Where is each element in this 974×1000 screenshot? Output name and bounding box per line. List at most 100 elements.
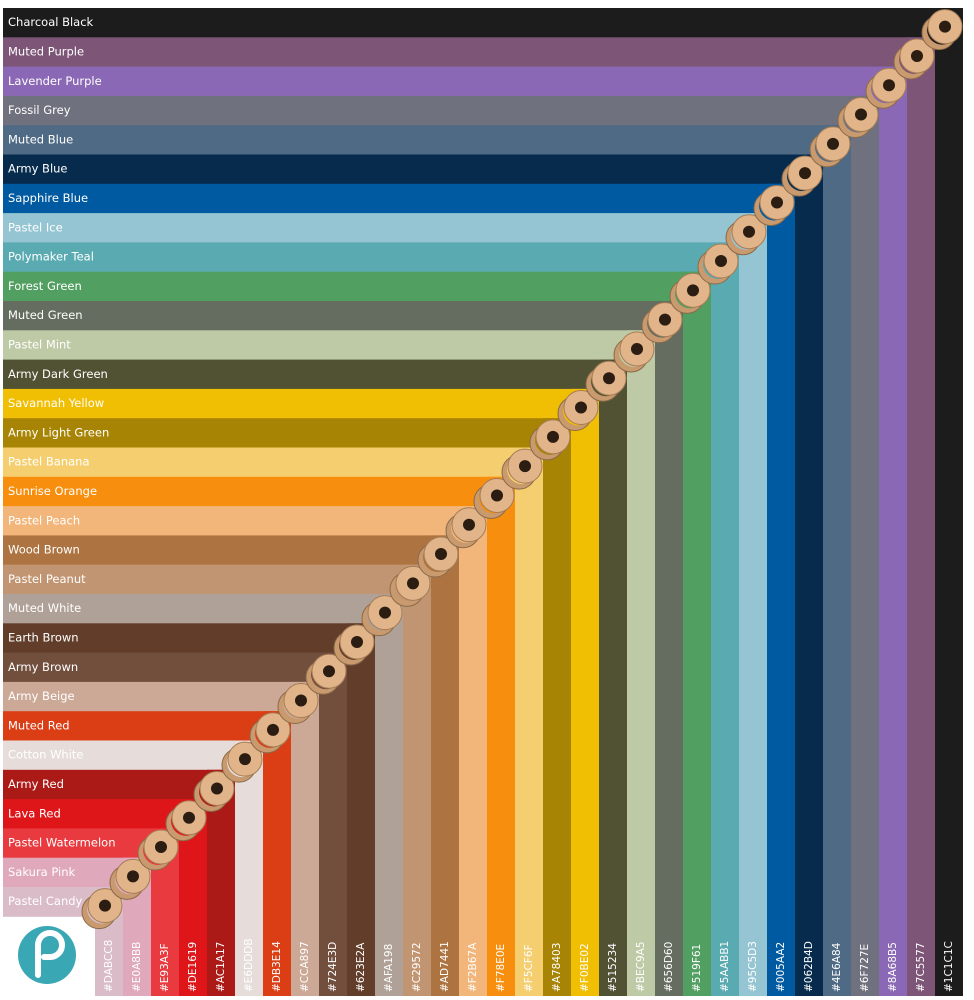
spool-hub [463, 518, 475, 531]
color-name: Army Brown [8, 660, 78, 674]
color-name: Lavender Purple [8, 74, 102, 88]
row-band [3, 740, 263, 771]
color-hex: #656D60 [663, 942, 675, 992]
spool-hub [323, 665, 335, 678]
spool-hub [183, 811, 195, 824]
spool [865, 67, 907, 109]
column-band [487, 476, 515, 996]
spool-hub [267, 723, 279, 736]
row-band [3, 359, 627, 390]
spool [473, 477, 515, 519]
spool-hub [547, 430, 559, 443]
spool [893, 38, 935, 80]
spool [417, 536, 459, 578]
spool-hub [575, 401, 587, 414]
color-hex: #BEC9A5 [635, 941, 647, 992]
spool-hub [743, 225, 755, 238]
color-hex: #AC1A17 [215, 942, 227, 992]
spool-hub [379, 606, 391, 619]
color-name: Army Blue [8, 162, 68, 176]
color-hex: #8A68B5 [887, 942, 899, 992]
column-band [907, 37, 935, 997]
row-band [3, 271, 711, 302]
spool [137, 829, 179, 871]
spool [81, 888, 123, 930]
column-band [879, 66, 907, 997]
color-name: Army Dark Green [8, 367, 108, 381]
spool [809, 126, 851, 168]
color-name: Pastel Candy [8, 894, 83, 908]
spool-hub [659, 313, 671, 326]
color-hex: #623E2A [355, 942, 367, 992]
spool-hub [827, 137, 839, 150]
color-name: Pastel Mint [8, 337, 71, 351]
color-name: Pastel Ice [8, 220, 63, 234]
spool-hub [519, 460, 531, 473]
color-name: Fossil Grey [8, 103, 71, 117]
color-name: Sapphire Blue [8, 191, 88, 205]
spool [585, 360, 627, 402]
color-hex: #DABCC8 [103, 940, 115, 992]
row-band [3, 213, 767, 243]
spool-hub [939, 20, 951, 33]
spool-hub [855, 108, 867, 121]
color-name: Army Red [8, 777, 64, 791]
spool [501, 448, 543, 490]
color-hex: #E93A3F [159, 943, 171, 992]
color-name: Muted Purple [8, 44, 84, 58]
row-band [3, 594, 403, 624]
column-band [683, 271, 711, 996]
color-name: Savannah Yellow [8, 396, 104, 410]
color-name: Muted White [8, 601, 81, 615]
column-band [851, 95, 879, 996]
row-band [3, 37, 935, 68]
color-hex: #F78E0E [495, 944, 507, 992]
spool [697, 243, 739, 285]
spool [333, 624, 375, 666]
color-hex: #724E3D [327, 942, 339, 992]
row-band [3, 66, 907, 97]
row-band [3, 623, 375, 654]
color-name: Pastel Banana [8, 455, 90, 469]
color-hex: #515234 [607, 943, 619, 992]
spool [221, 741, 263, 783]
row-band [3, 564, 431, 595]
column-band [711, 242, 739, 996]
spool [193, 770, 235, 812]
column-band [571, 388, 599, 996]
row-band [3, 447, 543, 478]
spool-hub [155, 841, 167, 854]
column-band [235, 740, 263, 996]
row-band [3, 154, 823, 185]
spool-hub [603, 372, 615, 385]
column-band [459, 506, 487, 996]
color-hex: #062B4D [803, 941, 815, 992]
color-name: Muted Green [8, 308, 83, 322]
color-hex: #E0A8BB [131, 942, 143, 992]
spool-hub [687, 284, 699, 297]
row-band [3, 711, 291, 741]
spool [669, 272, 711, 314]
color-hex: #7C5577 [915, 942, 927, 992]
color-name: Pastel Peanut [8, 572, 86, 586]
row-band [3, 652, 347, 683]
color-hex: #E6DDDB [243, 938, 255, 992]
spool-hub [799, 167, 811, 180]
row-band [3, 476, 515, 507]
row-band [3, 388, 599, 419]
row-band [3, 506, 487, 536]
row-band [3, 301, 683, 331]
row-band [3, 8, 963, 38]
color-name: Polymaker Teal [8, 250, 94, 264]
spool-hub [99, 899, 111, 912]
spool-hub [911, 49, 923, 62]
color-hex: #5AABB1 [719, 941, 731, 992]
spool [641, 302, 683, 344]
column-band [767, 183, 795, 997]
column-band [347, 623, 375, 996]
spool-hub [211, 782, 223, 795]
column-band [935, 8, 963, 996]
color-name: Cotton White [8, 748, 84, 762]
spool [557, 390, 599, 432]
